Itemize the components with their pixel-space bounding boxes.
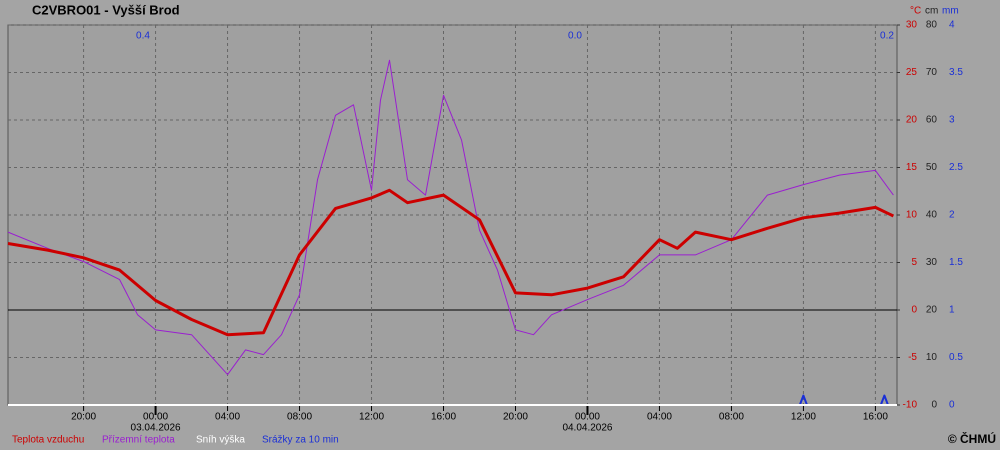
- x-date-label: 03.04.2026: [131, 423, 181, 434]
- y3-tick-label: 1.5: [949, 257, 963, 268]
- y3-tick-label: 0: [949, 400, 955, 411]
- y2-tick-label: 70: [926, 67, 938, 78]
- chart-title: C2VBRO01 - Vyšší Brod: [32, 2, 180, 17]
- y2-tick-label: 80: [926, 20, 938, 31]
- x-tick-label: 08:00: [719, 412, 744, 423]
- y-tick-label: -10: [903, 400, 918, 411]
- x-tick-label: 16:00: [863, 412, 888, 423]
- y2-tick-label: 0: [931, 400, 937, 411]
- legend-entry: Srážky za 10 min: [262, 435, 339, 446]
- y-tick-label: 0: [911, 305, 917, 316]
- y-tick-label: 15: [906, 162, 918, 173]
- y3-tick-label: 3.5: [949, 67, 963, 78]
- x-tick-label: 16:00: [431, 412, 456, 423]
- y-tick-label: 10: [906, 210, 918, 221]
- x-tick-label: 08:00: [287, 412, 312, 423]
- y2-tick-label: 60: [926, 115, 938, 126]
- x-tick-label: 12:00: [791, 412, 816, 423]
- x-tick-label: 20:00: [503, 412, 528, 423]
- copyright: © ČHMÚ: [948, 431, 996, 446]
- y2-tick-label: 40: [926, 210, 938, 221]
- y-tick-label: 20: [906, 115, 918, 126]
- x-date-label: 04.04.2026: [562, 423, 612, 434]
- y3-unit: mm: [942, 6, 959, 17]
- y3-tick-label: 3: [949, 115, 955, 126]
- x-tick-label: 04:00: [215, 412, 240, 423]
- x-tick-label: 20:00: [71, 412, 96, 423]
- y-tick-label: 25: [906, 67, 918, 78]
- legend-entry: Sníh výška: [196, 435, 245, 446]
- x-tick-label: 04:00: [647, 412, 672, 423]
- x-tick-label: 00:00: [143, 412, 168, 423]
- daily-total: 0.0: [568, 31, 582, 42]
- x-tick-label: 00:00: [575, 412, 600, 423]
- y3-tick-label: 4: [949, 20, 955, 31]
- y-tick-label: -5: [908, 352, 917, 363]
- daily-total: 0.4: [136, 31, 150, 42]
- legend-entry: Přízemní teplota: [102, 435, 175, 446]
- y3-tick-label: 2.5: [949, 162, 963, 173]
- daily-total: 0.2: [880, 31, 894, 42]
- y2-tick-label: 50: [926, 162, 938, 173]
- x-tick-label: 12:00: [359, 412, 384, 423]
- y2-tick-label: 20: [926, 305, 938, 316]
- series-line: [7, 188, 895, 337]
- series-line: [7, 59, 894, 376]
- y2-tick-label: 30: [926, 257, 938, 268]
- y-unit: °C: [910, 6, 921, 17]
- y3-tick-label: 1: [949, 305, 955, 316]
- y3-tick-label: 0.5: [949, 352, 963, 363]
- y2-tick-label: 10: [926, 352, 938, 363]
- y2-unit: cm: [925, 6, 938, 17]
- y3-tick-label: 2: [949, 210, 955, 221]
- legend-entry: Teplota vzduchu: [12, 435, 84, 446]
- y-tick-label: 30: [906, 20, 918, 31]
- y-tick-label: 5: [911, 257, 917, 268]
